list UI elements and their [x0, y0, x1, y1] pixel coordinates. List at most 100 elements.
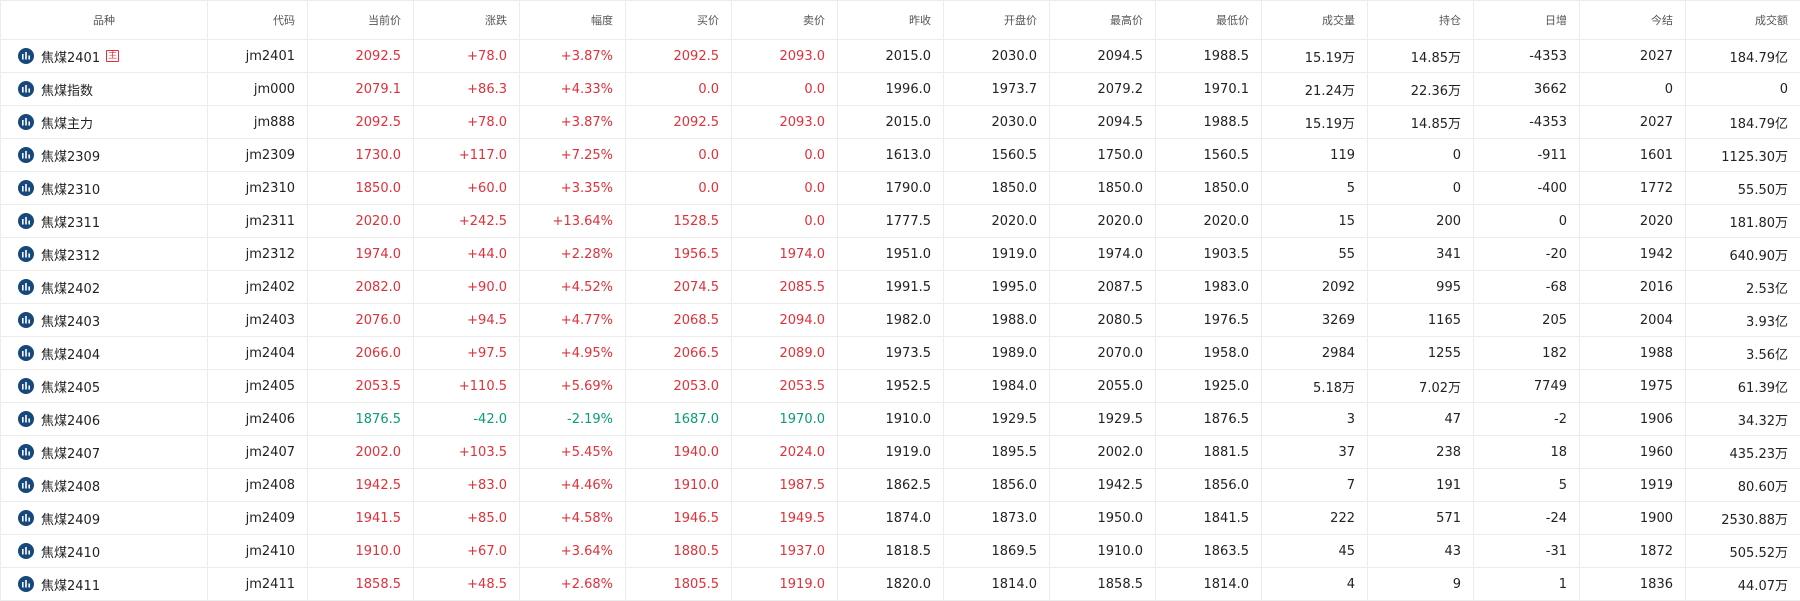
contract-name-cell[interactable]: 焦煤2409: [0, 501, 208, 535]
contract-name[interactable]: 焦煤指数: [41, 83, 94, 99]
column-header[interactable]: 持仓: [1367, 0, 1474, 40]
contract-name-cell[interactable]: 焦煤2401 主: [0, 39, 208, 73]
contract-name[interactable]: 焦煤2409: [41, 512, 101, 528]
contract-name-cell[interactable]: 焦煤2312: [0, 237, 208, 271]
column-header[interactable]: 昨收: [837, 0, 944, 40]
bar-chart-icon[interactable]: [18, 477, 34, 493]
column-header[interactable]: 最高价: [1049, 0, 1156, 40]
contract-name-cell[interactable]: 焦煤2406: [0, 402, 208, 436]
column-header[interactable]: 代码: [207, 0, 308, 40]
cell-open: 1984.0: [943, 369, 1050, 403]
bar-chart-icon[interactable]: [18, 312, 34, 328]
column-header[interactable]: 买价: [625, 0, 732, 40]
table-row[interactable]: 焦煤2312 jm2312 1974.0 +44.0 +2.28% 1956.5 1974.…: [0, 237, 1800, 271]
column-header[interactable]: 涨跌: [413, 0, 520, 40]
cell-high: 2055.0: [1049, 369, 1156, 403]
table-row[interactable]: 焦煤2411 jm2411 1858.5 +48.5 +2.68% 1805.5 1919.…: [0, 567, 1800, 601]
contract-name-cell[interactable]: 焦煤主力: [0, 105, 208, 139]
column-header[interactable]: 成交量: [1261, 0, 1368, 40]
column-header[interactable]: 今结: [1579, 0, 1686, 40]
table-row[interactable]: 焦煤2402 jm2402 2082.0 +90.0 +4.52% 2074.5 2085.…: [0, 270, 1800, 304]
column-header[interactable]: 卖价: [731, 0, 838, 40]
contract-name-cell[interactable]: 焦煤2311: [0, 204, 208, 238]
table-row[interactable]: 焦煤2410 jm2410 1910.0 +67.0 +3.64% 1880.5 1937.…: [0, 534, 1800, 568]
contract-name-cell[interactable]: 焦煤2411: [0, 567, 208, 601]
bar-chart-icon[interactable]: [18, 510, 34, 526]
cell-volume: 21.24万: [1261, 72, 1368, 106]
contract-name[interactable]: 焦煤2405: [41, 380, 101, 396]
cell-settle: 2004: [1579, 303, 1686, 337]
contract-name[interactable]: 焦煤2403: [41, 314, 101, 330]
contract-name-cell[interactable]: 焦煤2403: [0, 303, 208, 337]
contract-name-cell[interactable]: 焦煤2309: [0, 138, 208, 172]
cell-open: 2030.0: [943, 105, 1050, 139]
column-header[interactable]: 当前价: [307, 0, 414, 40]
table-row[interactable]: 焦煤2404 jm2404 2066.0 +97.5 +4.95% 2066.5 2089.…: [0, 336, 1800, 370]
cell-turnover: 2530.88万: [1685, 501, 1800, 535]
column-header[interactable]: 日增: [1473, 0, 1580, 40]
contract-name[interactable]: 焦煤2311: [41, 215, 101, 231]
contract-name-cell[interactable]: 焦煤2408: [0, 468, 208, 502]
bar-chart-icon[interactable]: [18, 48, 34, 64]
table-row[interactable]: 焦煤2403 jm2403 2076.0 +94.5 +4.77% 2068.5 2094.…: [0, 303, 1800, 337]
contract-name-cell[interactable]: 焦煤2404: [0, 336, 208, 370]
bar-chart-icon[interactable]: [18, 114, 34, 130]
column-header[interactable]: 开盘价: [943, 0, 1050, 40]
column-header[interactable]: 品种: [0, 0, 208, 40]
bar-chart-icon[interactable]: [18, 543, 34, 559]
table-row[interactable]: 焦煤主力 jm888 2092.5 +78.0 +3.87% 2092.5 2093.0 20…: [0, 105, 1800, 139]
contract-name[interactable]: 焦煤2310: [41, 182, 101, 198]
bar-chart-icon[interactable]: [18, 444, 34, 460]
cell-ask: 1970.0: [731, 402, 838, 436]
contract-name-cell[interactable]: 焦煤2405: [0, 369, 208, 403]
cell-turnover: 640.90万: [1685, 237, 1800, 271]
contract-name[interactable]: 焦煤2408: [41, 479, 101, 495]
column-header[interactable]: 幅度: [519, 0, 626, 40]
contract-name-cell[interactable]: 焦煤2310: [0, 171, 208, 205]
column-header[interactable]: 最低价: [1155, 0, 1262, 40]
bar-chart-icon[interactable]: [18, 411, 34, 427]
contract-name[interactable]: 焦煤2407: [41, 446, 101, 462]
bar-chart-icon[interactable]: [18, 576, 34, 592]
contract-name[interactable]: 焦煤2411: [41, 578, 101, 594]
contract-name-cell[interactable]: 焦煤2402: [0, 270, 208, 304]
table-row[interactable]: 焦煤2408 jm2408 1942.5 +83.0 +4.46% 1910.0 1987.…: [0, 468, 1800, 502]
bar-chart-icon[interactable]: [18, 81, 34, 97]
contract-name[interactable]: 焦煤2404: [41, 347, 101, 363]
table-row[interactable]: 焦煤2311 jm2311 2020.0 +242.5 +13.64% 1528.5 0.0…: [0, 204, 1800, 238]
table-row[interactable]: 焦煤指数 jm000 2079.1 +86.3 +4.33% 0.0 0.0 1996.0 19…: [0, 72, 1800, 106]
cell-pct: -2.19%: [519, 402, 626, 436]
cell-pct: +3.87%: [519, 105, 626, 139]
cell-ask: 1919.0: [731, 567, 838, 601]
table-row[interactable]: 焦煤2309 jm2309 1730.0 +117.0 +7.25% 0.0 0.0 1613…: [0, 138, 1800, 172]
table-row[interactable]: 焦煤2405 jm2405 2053.5 +110.5 +5.69% 2053.0 2053…: [0, 369, 1800, 403]
bar-chart-icon[interactable]: [18, 180, 34, 196]
contract-name-cell[interactable]: 焦煤2407: [0, 435, 208, 469]
table-row[interactable]: 焦煤2406 jm2406 1876.5 -42.0 -2.19% 1687.0 1970.…: [0, 402, 1800, 436]
cell-turnover: 3.93亿: [1685, 303, 1800, 337]
table-row[interactable]: 焦煤2407 jm2407 2002.0 +103.5 +5.45% 1940.0 2024…: [0, 435, 1800, 469]
contract-name-cell[interactable]: 焦煤指数: [0, 72, 208, 106]
cell-code: jm2311: [207, 204, 308, 238]
contract-name[interactable]: 焦煤2309: [41, 149, 101, 165]
contract-name[interactable]: 焦煤2402: [41, 281, 101, 297]
column-header[interactable]: 成交额: [1685, 0, 1800, 40]
contract-name[interactable]: 焦煤2406: [41, 413, 101, 429]
bar-chart-icon[interactable]: [18, 147, 34, 163]
cell-ask: 1974.0: [731, 237, 838, 271]
bar-chart-icon[interactable]: [18, 213, 34, 229]
contract-name[interactable]: 焦煤2312: [41, 248, 101, 264]
contract-name-cell[interactable]: 焦煤2410: [0, 534, 208, 568]
cell-pct: +5.45%: [519, 435, 626, 469]
table-row[interactable]: 焦煤2409 jm2409 1941.5 +85.0 +4.58% 1946.5 1949.…: [0, 501, 1800, 535]
bar-chart-icon[interactable]: [18, 378, 34, 394]
cell-code: jm2404: [207, 336, 308, 370]
table-row[interactable]: 焦煤2401 主 jm2401 2092.5 +78.0 +3.87% 2092.5 2093…: [0, 39, 1800, 73]
contract-name[interactable]: 焦煤2410: [41, 545, 101, 561]
bar-chart-icon[interactable]: [18, 345, 34, 361]
table-row[interactable]: 焦煤2310 jm2310 1850.0 +60.0 +3.35% 0.0 0.0 1790.…: [0, 171, 1800, 205]
contract-name[interactable]: 焦煤2401: [41, 50, 101, 66]
bar-chart-icon[interactable]: [18, 279, 34, 295]
contract-name[interactable]: 焦煤主力: [41, 116, 94, 132]
bar-chart-icon[interactable]: [18, 246, 34, 262]
